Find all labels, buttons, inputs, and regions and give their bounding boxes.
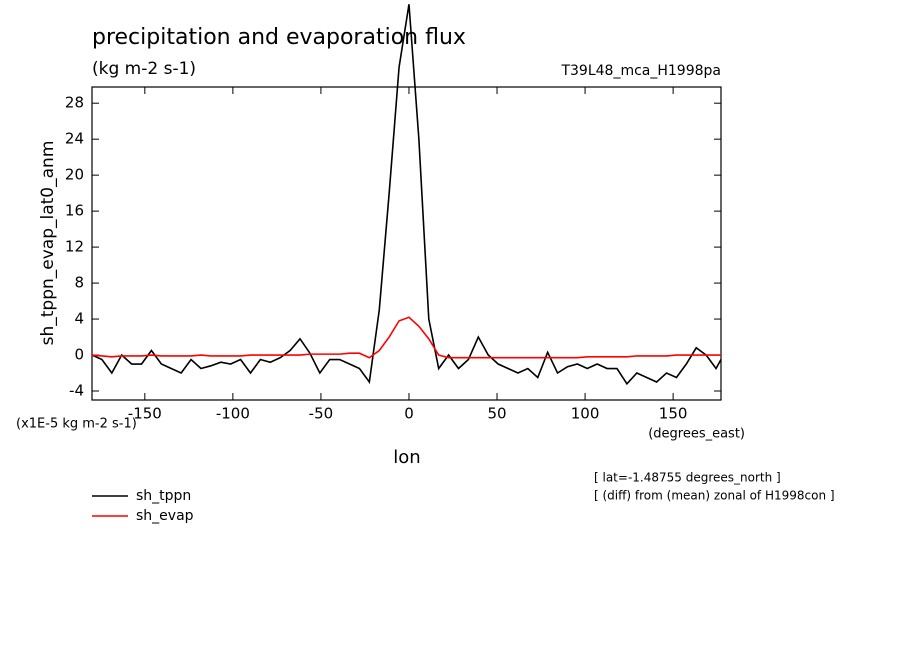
legend-label: sh_tppn [136, 488, 191, 504]
chart-subtitle: (kg m-2 s-1) [92, 59, 196, 79]
experiment-label: T39L48_mca_H1998pa [560, 63, 721, 79]
y-tick-label: 0 [74, 346, 84, 364]
x-tick-label: 150 [659, 405, 688, 423]
x-unit-label: (degrees_east) [648, 427, 745, 442]
annotation: [ (diff) from (mean) zonal of H1998con ] [594, 489, 835, 503]
y-unit-label: (x1E-5 kg m-2 s-1) [16, 417, 137, 432]
x-tick-label: -100 [216, 405, 250, 423]
y-tick-label: 20 [65, 166, 84, 184]
y-tick-label: 24 [65, 130, 84, 148]
plot-frame [91, 86, 722, 401]
y-tick-label: 28 [65, 94, 84, 112]
y-tick-label: 12 [65, 238, 84, 256]
x-tick-label: -150 [128, 405, 162, 423]
y-tick-label: 16 [65, 202, 84, 220]
chart-title: precipitation and evaporation flux [92, 25, 466, 50]
y-axis-label: sh_tppn_evap_lat0_anm [38, 141, 58, 346]
annotation: [ lat=-1.48755 degrees_north ] [594, 471, 781, 485]
x-tick-label: -50 [309, 405, 334, 423]
x-axis-label: lon [393, 447, 420, 468]
y-tick-label: 4 [74, 310, 84, 328]
data-line [91, 4, 722, 386]
y-tick-label: 8 [74, 274, 84, 292]
x-tick-label: 0 [404, 405, 414, 423]
x-tick-label: 100 [571, 405, 600, 423]
data-line [91, 316, 721, 359]
legend-label: sh_evap [136, 508, 194, 524]
y-tick-label: -4 [69, 382, 84, 400]
x-tick-label: 50 [487, 405, 506, 423]
